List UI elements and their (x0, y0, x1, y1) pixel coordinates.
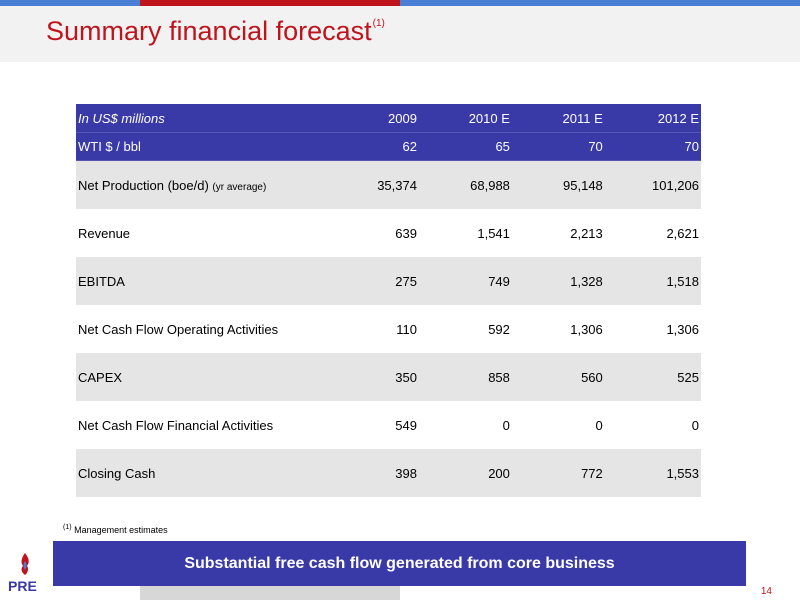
wti-row: WTI $ / bbl 62 65 70 70 (76, 132, 701, 161)
header-col: 2011 E (511, 104, 605, 133)
cell: 101,206 (604, 160, 701, 209)
cell: 639 (344, 209, 419, 257)
wti-value: 70 (511, 132, 605, 161)
cell: 560 (511, 353, 605, 401)
cell: 549 (344, 401, 419, 449)
cell: 1,328 (511, 257, 605, 305)
table-row: Net Cash Flow Financial Activities 549 0… (76, 401, 701, 449)
cell: 525 (604, 353, 701, 401)
wti-value: 65 (418, 132, 512, 161)
cell: 1,306 (511, 305, 605, 353)
header-col: 2010 E (418, 104, 512, 133)
cell: 68,988 (418, 160, 512, 209)
financial-table: In US$ millions 2009 2010 E 2011 E 2012 … (76, 104, 701, 497)
cell: 200 (418, 449, 512, 497)
table-row: EBITDA 275 749 1,328 1,518 (76, 257, 701, 305)
flame-icon (21, 553, 29, 575)
cell: 110 (344, 305, 419, 353)
row-label: Net Cash Flow Operating Activities (76, 305, 345, 353)
table-row: Closing Cash 398 200 772 1,553 (76, 449, 701, 497)
cell: 1,553 (604, 449, 701, 497)
row-label: Net Cash Flow Financial Activities (76, 401, 345, 449)
title-footnote-marker: (1) (372, 18, 385, 29)
header-label: In US$ millions (76, 104, 345, 133)
footnote: (1) Management estimates (63, 524, 168, 535)
row-label: CAPEX (76, 353, 345, 401)
title-band (0, 6, 800, 62)
wti-value: 70 (604, 132, 701, 161)
cell: 275 (344, 257, 419, 305)
logo-text: PRE (8, 578, 37, 594)
cell: 2,621 (604, 209, 701, 257)
bottom-strip (140, 586, 400, 600)
footnote-marker: (1) (63, 524, 72, 531)
table-header-row: In US$ millions 2009 2010 E 2011 E 2012 … (76, 104, 701, 133)
row-note: (yr average) (212, 181, 267, 193)
top-stripe (0, 0, 800, 6)
table-row: Net Production (boe/d) (yr average) 35,3… (76, 160, 701, 209)
page-title: Summary financial forecast(1) (46, 16, 385, 46)
header-col: 2012 E (604, 104, 701, 133)
cell: 350 (344, 353, 419, 401)
cell: 749 (418, 257, 512, 305)
summary-banner: Substantial free cash flow generated fro… (53, 541, 746, 586)
row-label: EBITDA (76, 257, 345, 305)
cell: 1,306 (604, 305, 701, 353)
cell: 95,148 (511, 160, 605, 209)
table-row: Revenue 639 1,541 2,213 2,621 (76, 209, 701, 257)
cell: 398 (344, 449, 419, 497)
row-label: Net Production (boe/d) (yr average) (76, 160, 345, 209)
cell: 858 (418, 353, 512, 401)
page-number: 14 (760, 586, 772, 597)
cell: 0 (604, 401, 701, 449)
table-row: Net Cash Flow Operating Activities 110 5… (76, 305, 701, 353)
cell: 35,374 (344, 160, 419, 209)
row-label: Revenue (76, 209, 345, 257)
cell: 0 (511, 401, 605, 449)
cell: 592 (418, 305, 512, 353)
cell: 0 (418, 401, 512, 449)
footnote-text: Management estimates (74, 525, 168, 535)
cell: 2,213 (511, 209, 605, 257)
table-row: CAPEX 350 858 560 525 (76, 353, 701, 401)
company-logo: PRE (8, 553, 42, 599)
banner-text: Substantial free cash flow generated fro… (184, 554, 615, 572)
cell: 1,541 (418, 209, 512, 257)
wti-value: 62 (344, 132, 419, 161)
row-label: Closing Cash (76, 449, 345, 497)
cell: 1,518 (604, 257, 701, 305)
wti-label: WTI $ / bbl (76, 132, 345, 161)
cell: 772 (511, 449, 605, 497)
header-col: 2009 (344, 104, 419, 133)
